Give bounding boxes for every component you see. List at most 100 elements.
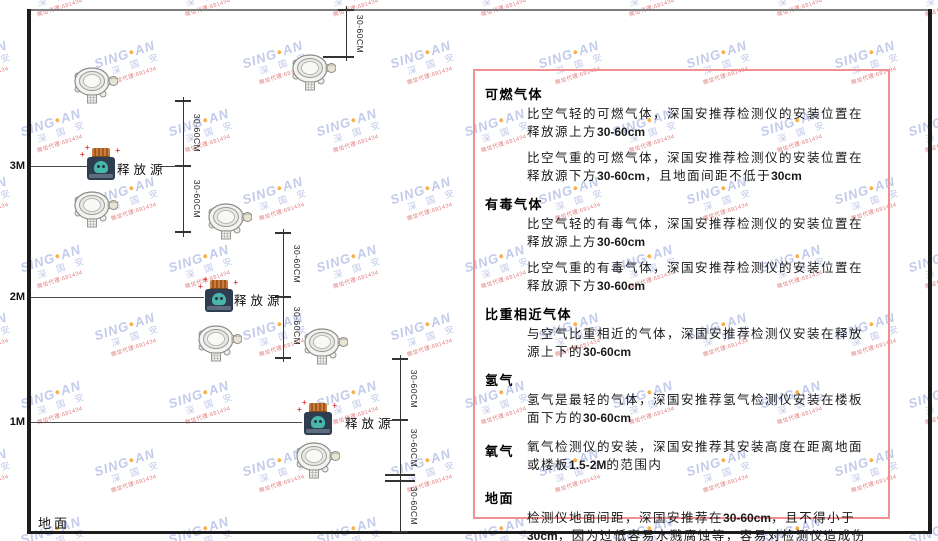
emission-spark: +: [302, 398, 307, 407]
dim-tick: [275, 296, 291, 298]
gas-detector-icon: [74, 191, 118, 228]
level-line-3m: [31, 166, 88, 167]
emission-spark: +: [115, 146, 120, 155]
dim-label: 30-60CM: [409, 369, 419, 409]
dim-tick: [338, 9, 354, 11]
release-source-label: 释放源: [117, 163, 167, 177]
height-label-3m: 3M: [9, 160, 25, 172]
source-base: [306, 429, 330, 433]
source-base: [89, 174, 113, 178]
gas-detector-icon: [292, 54, 336, 91]
dim-tick: [392, 358, 408, 360]
ceiling-line: [27, 9, 932, 11]
paragraph: 比空气重的可燃气体，深国安推荐检测仪的安装位置在释放源下方30-60cm，且地面…: [527, 151, 864, 183]
height-label-2m: 2M: [9, 291, 25, 303]
dim-tick: [323, 56, 354, 58]
dim-label: 30-60CM: [409, 486, 419, 526]
release-source-icon: + + +: [297, 398, 337, 437]
dim-tick: [275, 232, 291, 234]
section-heading-oxygen: 氧气: [485, 444, 515, 459]
dim-tick: [392, 419, 408, 421]
release-source-label: 释放源: [234, 294, 284, 308]
dim-tick: [175, 231, 191, 233]
paragraph: 与空气比重相近的气体，深国安推荐检测仪安装在释放源上下的30-60cm: [527, 327, 864, 359]
dim-label: 30-60CM: [292, 244, 302, 284]
paragraph: 比空气轻的有毒气体，深国安推荐检测仪的安装位置在释放源上方30-60cm: [527, 217, 864, 249]
height-label-1m: 1M: [9, 416, 25, 428]
dim-connector: [384, 420, 400, 421]
release-source-label: 释放源: [345, 417, 395, 431]
level-line-2m: [31, 297, 204, 298]
dim-line-2m: [283, 229, 284, 362]
dim-label: 30-60CM: [192, 113, 202, 153]
source-body: [205, 289, 233, 312]
paragraph: 氢气是最轻的气体，深国安推荐氢气检测仪安装在楼板面下方的30-60cm: [527, 393, 864, 425]
gas-detector-icon: [74, 67, 118, 104]
dim-connector: [160, 166, 183, 167]
emission-spark: +: [80, 150, 85, 159]
release-source-icon: + + +: [198, 275, 238, 314]
dim-label: 30-60CM: [192, 179, 202, 219]
emission-spark: +: [332, 401, 337, 410]
dim-label: 30-60CM: [409, 428, 419, 468]
dim-tick: [385, 474, 415, 476]
emission-spark: +: [198, 282, 203, 291]
source-body: [304, 412, 332, 435]
dim-tick: [385, 480, 415, 482]
dim-label: 30-60CM: [355, 14, 365, 54]
dim-label: 30-60CM: [292, 306, 302, 346]
source-emblem: [311, 416, 325, 428]
section-heading-similar-density: 比重相近气体: [485, 307, 573, 322]
ground-label: 地面: [38, 516, 71, 531]
emission-spark: +: [203, 275, 208, 284]
left-wall-line: [27, 9, 31, 534]
release-source-icon: + + +: [80, 144, 120, 182]
dim-line-1m: [400, 355, 401, 533]
dim-connector: [270, 297, 283, 298]
source-emblem: [94, 161, 108, 173]
paragraph: 氧气检测仪的安装，深国安推荐其安装高度在距离地面或楼板1.5-2M的范围内: [527, 440, 864, 472]
gas-detector-icon: [296, 442, 340, 479]
source-emblem: [212, 293, 226, 305]
source-body: [87, 157, 115, 180]
source-base: [207, 306, 231, 310]
dim-tick: [175, 100, 191, 102]
right-wall-line: [928, 9, 932, 534]
section-heading-hydrogen: 氢气: [485, 373, 515, 388]
emission-spark: +: [233, 278, 238, 287]
section-oxygen: 氧气 氧气检测仪的安装，深国安推荐其安装高度在距离地面或楼板1.5-2M的范围内: [485, 436, 874, 483]
section-heading-combustible: 可燃气体: [485, 87, 544, 102]
level-line-1m: [31, 422, 302, 423]
gas-detector-icon: [198, 325, 242, 362]
section-heading-toxic: 有毒气体: [485, 197, 544, 212]
section-heading-ground: 地面: [485, 491, 515, 506]
installation-guide-panel: 可燃气体 比空气轻的可燃气体，深国安推荐检测仪的安装位置在释放源上方30-60c…: [473, 69, 890, 541]
dim-tick: [175, 165, 191, 167]
dim-tick: [392, 531, 408, 533]
paragraph: 比空气重的有毒气体，深国安推荐检测仪的安装位置在释放源下方30-60cm: [527, 261, 864, 293]
gas-detector-icon: [304, 328, 348, 365]
dim-line-ceiling: [346, 6, 347, 61]
emission-spark: +: [297, 405, 302, 414]
dim-line-3m: [183, 97, 184, 237]
gas-detector-icon: [208, 203, 252, 240]
